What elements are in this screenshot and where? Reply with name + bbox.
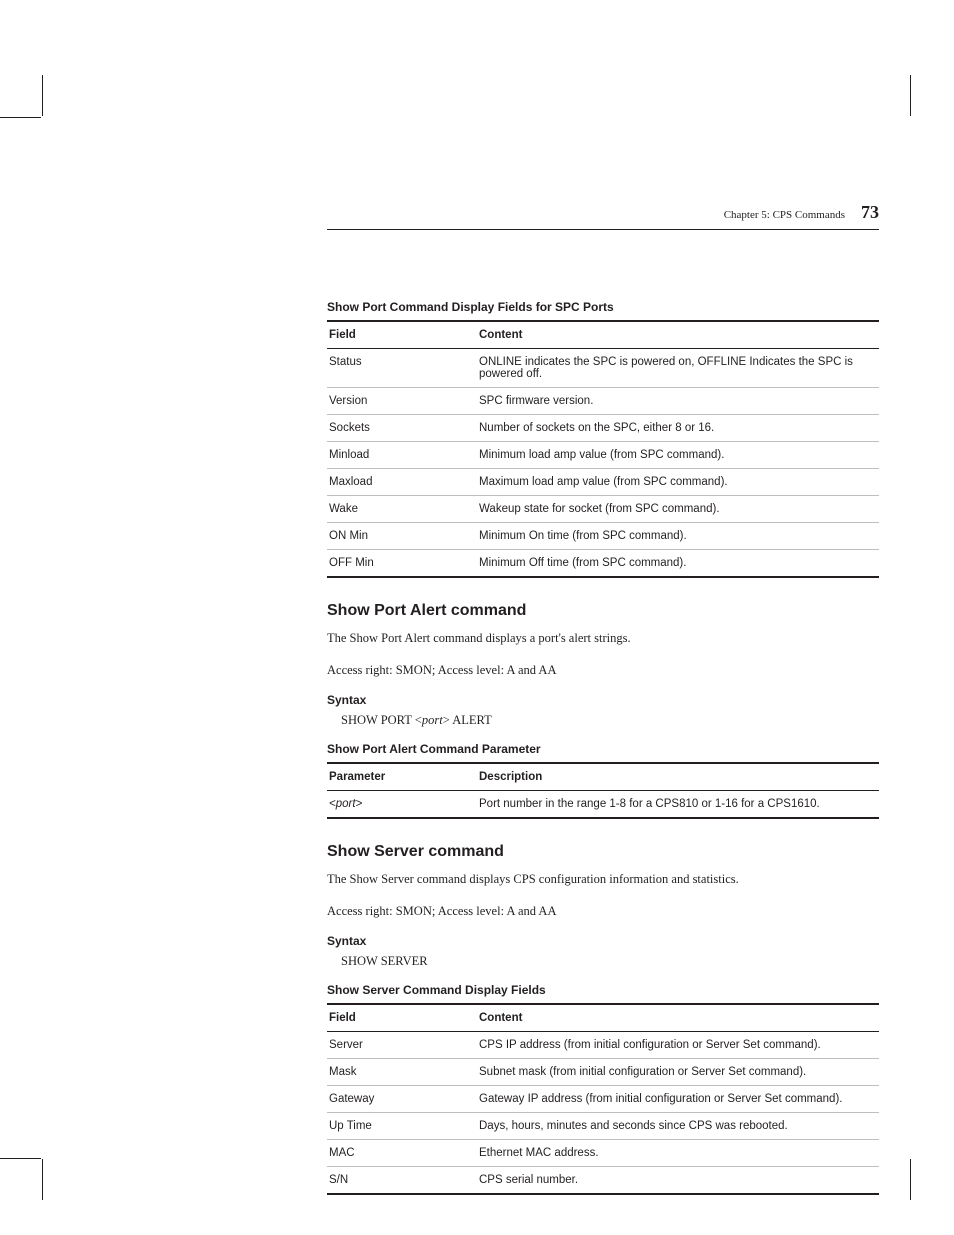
- section-heading: Show Server command: [327, 843, 879, 861]
- syntax-line: SHOW SERVER: [341, 954, 879, 969]
- table-row: MaxloadMaximum load amp value (from SPC …: [327, 469, 879, 496]
- td-content: CPS serial number.: [477, 1167, 879, 1195]
- td-content: Wakeup state for socket (from SPC comman…: [477, 496, 879, 523]
- crop-mark: [42, 1159, 43, 1200]
- td-description: Port number in the range 1-8 for a CPS81…: [477, 791, 879, 819]
- td-field: Maxload: [327, 469, 477, 496]
- td-field: Wake: [327, 496, 477, 523]
- td-field: Up Time: [327, 1113, 477, 1140]
- crop-mark: [910, 75, 911, 116]
- table-row: MACEthernet MAC address.: [327, 1140, 879, 1167]
- td-content: Days, hours, minutes and seconds since C…: [477, 1113, 879, 1140]
- table-title: Show Port Command Display Fields for SPC…: [327, 300, 879, 314]
- td-content: Minimum load amp value (from SPC command…: [477, 442, 879, 469]
- running-head: Chapter 5: CPS Commands 73: [327, 202, 879, 230]
- syntax-var: port: [422, 713, 443, 727]
- table-row: OFF MinMinimum Off time (from SPC comman…: [327, 550, 879, 578]
- table-row: MinloadMinimum load amp value (from SPC …: [327, 442, 879, 469]
- table-title: Show Port Alert Command Parameter: [327, 742, 879, 756]
- table-row: ServerCPS IP address (from initial confi…: [327, 1032, 879, 1059]
- table-row: MaskSubnet mask (from initial configurat…: [327, 1059, 879, 1086]
- table-row: ON MinMinimum On time (from SPC command)…: [327, 523, 879, 550]
- td-content: SPC firmware version.: [477, 388, 879, 415]
- td-field: MAC: [327, 1140, 477, 1167]
- td-content: Minimum On time (from SPC command).: [477, 523, 879, 550]
- td-field: Gateway: [327, 1086, 477, 1113]
- port-alert-param-table: Parameter Description <port> Port number…: [327, 762, 879, 819]
- td-content: CPS IP address (from initial configurati…: [477, 1032, 879, 1059]
- param-var: port: [336, 798, 356, 810]
- body-text: Access right: SMON; Access level: A and …: [327, 903, 879, 921]
- body-text: The Show Server command displays CPS con…: [327, 871, 879, 889]
- td-field: OFF Min: [327, 550, 477, 578]
- td-parameter: <port>: [327, 791, 477, 819]
- syntax-text: SHOW PORT <: [341, 713, 422, 727]
- td-field: Mask: [327, 1059, 477, 1086]
- section-heading: Show Port Alert command: [327, 602, 879, 620]
- td-field: ON Min: [327, 523, 477, 550]
- crop-mark: [0, 117, 41, 118]
- table-row: VersionSPC firmware version.: [327, 388, 879, 415]
- table-row: GatewayGateway IP address (from initial …: [327, 1086, 879, 1113]
- param-text: <: [329, 798, 336, 810]
- td-field: S/N: [327, 1167, 477, 1195]
- table-row: StatusONLINE indicates the SPC is powere…: [327, 349, 879, 388]
- td-content: Gateway IP address (from initial configu…: [477, 1086, 879, 1113]
- th-parameter: Parameter: [327, 763, 477, 791]
- td-field: Status: [327, 349, 477, 388]
- td-content: Minimum Off time (from SPC command).: [477, 550, 879, 578]
- table-row: SocketsNumber of sockets on the SPC, eit…: [327, 415, 879, 442]
- show-server-table: Field Content ServerCPS IP address (from…: [327, 1003, 879, 1195]
- td-field: Minload: [327, 442, 477, 469]
- td-content: Number of sockets on the SPC, either 8 o…: [477, 415, 879, 442]
- crop-mark: [0, 1158, 41, 1159]
- th-content: Content: [477, 1004, 879, 1032]
- td-content: Maximum load amp value (from SPC command…: [477, 469, 879, 496]
- chapter-label: Chapter 5: CPS Commands: [724, 209, 845, 221]
- th-description: Description: [477, 763, 879, 791]
- table-row: S/NCPS serial number.: [327, 1167, 879, 1195]
- td-content: Subnet mask (from initial configuration …: [477, 1059, 879, 1086]
- table-title: Show Server Command Display Fields: [327, 983, 879, 997]
- td-field: Sockets: [327, 415, 477, 442]
- crop-mark: [42, 75, 43, 116]
- td-field: Version: [327, 388, 477, 415]
- td-field: Server: [327, 1032, 477, 1059]
- spc-ports-table: Field Content StatusONLINE indicates the…: [327, 320, 879, 578]
- crop-mark: [910, 1159, 911, 1200]
- body-text: Access right: SMON; Access level: A and …: [327, 662, 879, 680]
- page-number: 73: [861, 202, 879, 223]
- table-row: WakeWakeup state for socket (from SPC co…: [327, 496, 879, 523]
- td-content: ONLINE indicates the SPC is powered on, …: [477, 349, 879, 388]
- syntax-label: Syntax: [327, 693, 879, 707]
- param-text: >: [356, 798, 363, 810]
- table-row: <port> Port number in the range 1-8 for …: [327, 791, 879, 819]
- syntax-line: SHOW PORT <port> ALERT: [341, 713, 879, 728]
- th-field: Field: [327, 321, 477, 349]
- syntax-label: Syntax: [327, 934, 879, 948]
- body-text: The Show Port Alert command displays a p…: [327, 630, 879, 648]
- syntax-text: > ALERT: [443, 713, 492, 727]
- table-row: Up TimeDays, hours, minutes and seconds …: [327, 1113, 879, 1140]
- th-field: Field: [327, 1004, 477, 1032]
- th-content: Content: [477, 321, 879, 349]
- td-content: Ethernet MAC address.: [477, 1140, 879, 1167]
- page-content: Chapter 5: CPS Commands 73 Show Port Com…: [327, 202, 879, 1195]
